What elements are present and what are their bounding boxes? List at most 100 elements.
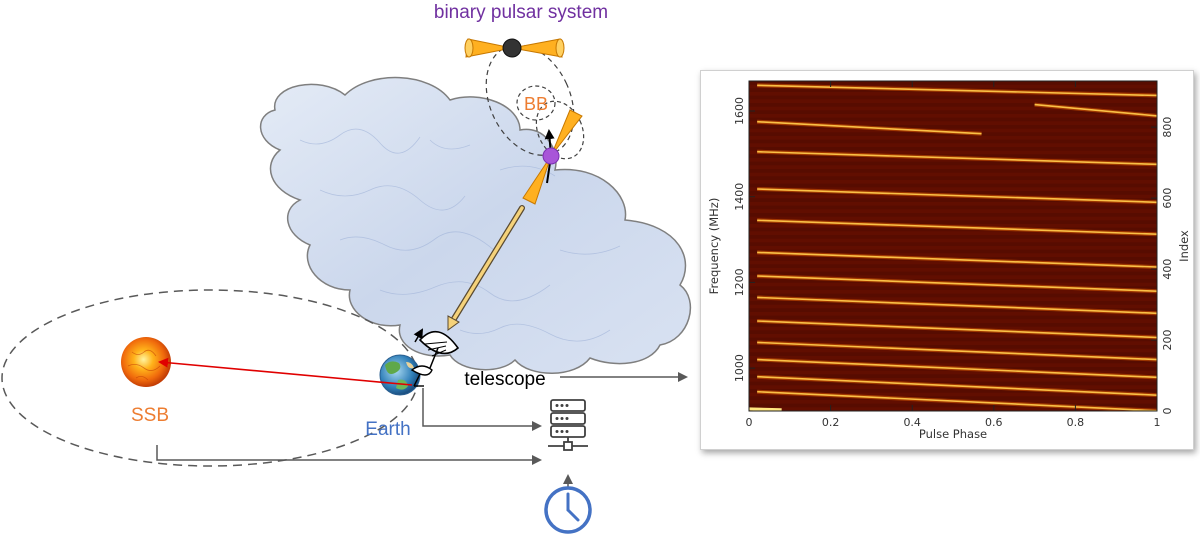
ssb-label: SSB: [131, 405, 169, 426]
noise-band: [749, 209, 1157, 213]
noise-band: [749, 323, 1157, 327]
noise-band: [749, 103, 1157, 107]
pulse-trace: [757, 84, 1157, 97]
noise-band: [749, 290, 1157, 294]
y-axis-title: Frequency (MHz): [707, 198, 721, 295]
noise-band: [749, 330, 1157, 334]
pulse-trace: [757, 120, 982, 135]
noise-band: [749, 176, 1157, 180]
system-title: binary pulsar system: [434, 2, 608, 23]
noise-band: [749, 293, 1157, 298]
noise-band: [749, 165, 1157, 169]
noise-band: [749, 125, 1157, 129]
y-tick-label: 1000: [733, 354, 746, 382]
noise-band: [749, 99, 1157, 103]
y-right-tick-label: 200: [1161, 330, 1174, 351]
noise-band: [749, 264, 1157, 268]
x-tick-label: 0.8: [1067, 416, 1085, 429]
noise-band: [749, 334, 1157, 338]
y-tick-label: 1200: [733, 268, 746, 296]
x-tick-label: 0.4: [903, 416, 921, 429]
noise-band: [749, 260, 1157, 265]
pulse-trace: [757, 219, 1157, 236]
noise-band: [749, 378, 1157, 382]
noise-band: [749, 279, 1157, 283]
noise-band: [749, 227, 1157, 232]
noise-band: [749, 249, 1157, 254]
bb-marker: [516, 85, 556, 121]
noise-band: [749, 198, 1157, 202]
x-axis-title: Pulse Phase: [919, 427, 987, 441]
noise-band: [749, 238, 1157, 243]
radio-telescope-icon: [410, 328, 460, 387]
dynamic-spectrum-panel: 0 0.2 0.4 0.6 0.8 1 1000 1200 1400 1600 0 200 400 600…: [700, 70, 1194, 450]
signal-path: [447, 205, 525, 331]
noise-band: [749, 301, 1157, 305]
x-tick-label: 0.6: [985, 416, 1003, 429]
noise-band: [749, 121, 1157, 125]
pulse-trace: [757, 390, 1157, 411]
dynamic-spectrum-chart: 0 0.2 0.4 0.6 0.8 1 1000 1200 1400 1600 0 200 400 600…: [707, 80, 1191, 441]
noise-band: [749, 268, 1157, 272]
noise-band: [749, 117, 1157, 122]
noise-band: [749, 312, 1157, 316]
trace-group: [749, 83, 1157, 411]
y-tick-label: 1600: [733, 97, 746, 125]
clock-icon: [544, 486, 592, 534]
noise-band: [749, 220, 1157, 224]
y-right-tick-label: 600: [1161, 188, 1174, 209]
noise-band: [749, 81, 1157, 85]
noise-band: [749, 374, 1157, 378]
earth-label: Earth: [365, 419, 410, 440]
pulsar-orbit: [535, 100, 585, 160]
noise-band: [749, 345, 1157, 349]
x-tick-label: 1: [1154, 416, 1161, 429]
noise-band: [749, 202, 1157, 206]
noise-band: [749, 187, 1157, 191]
noise-band: [749, 191, 1157, 195]
noise-band: [749, 235, 1157, 239]
pulse-traces: [749, 83, 1157, 411]
noise-band: [749, 216, 1157, 221]
noise-band: [749, 319, 1157, 323]
noise-band: [749, 308, 1157, 312]
telescope-label: telescope: [464, 369, 545, 390]
pulse-trace: [1034, 103, 1157, 117]
noise-band: [749, 271, 1157, 276]
noise-band: [749, 370, 1157, 375]
noise-band: [749, 106, 1157, 111]
pulsar-icon: [522, 109, 583, 205]
noise-band: [749, 143, 1157, 147]
noise-band: [749, 253, 1157, 257]
noise-band: [749, 242, 1157, 246]
noise-band: [749, 114, 1157, 118]
noise-band: [749, 95, 1157, 100]
server-icon: [548, 399, 588, 451]
pulse-trace: [757, 150, 1157, 166]
noise-band: [749, 180, 1157, 184]
noise-band: [749, 136, 1157, 140]
noise-band: [749, 205, 1157, 210]
y-right-axis-title: Index: [1177, 230, 1191, 262]
earth-orbit: [1, 289, 419, 467]
noise-band: [749, 297, 1157, 301]
y-right-tick-label: 0: [1161, 408, 1174, 415]
noise-band: [749, 84, 1157, 89]
noise-band: [749, 381, 1157, 386]
noise-band: [749, 341, 1157, 345]
noise-band: [749, 403, 1157, 408]
noise-band: [749, 139, 1157, 144]
noise-band: [749, 150, 1157, 155]
noise-band: [749, 172, 1157, 177]
pulse-trace: [757, 341, 1157, 361]
noise-band: [749, 231, 1157, 235]
noise-band: [749, 389, 1157, 393]
pulse-trace: [757, 275, 1157, 293]
noise-band: [749, 407, 1157, 411]
x-tick-label: 0.2: [822, 416, 840, 429]
y-right-tick-label: 800: [1161, 117, 1174, 138]
noise-band: [749, 275, 1157, 279]
noise-band: [749, 359, 1157, 364]
noise-band: [749, 213, 1157, 217]
